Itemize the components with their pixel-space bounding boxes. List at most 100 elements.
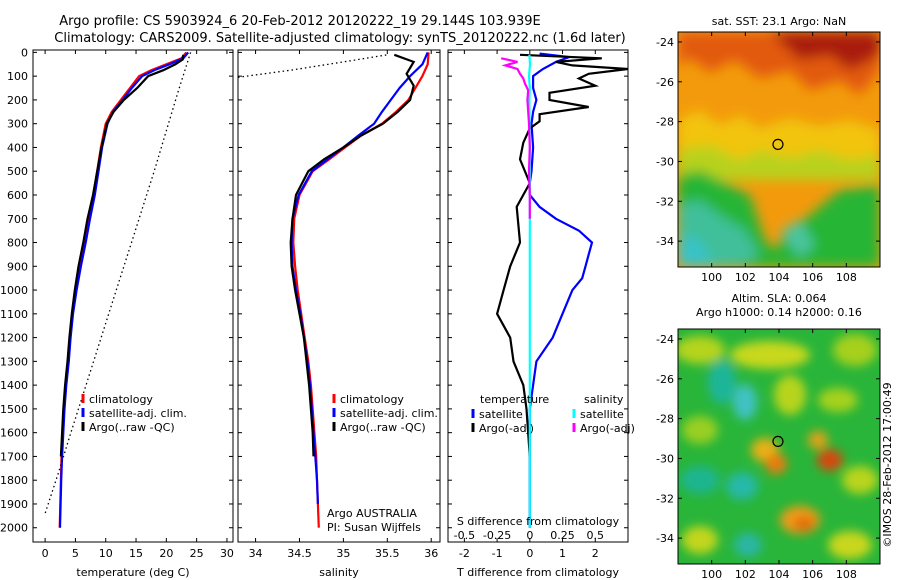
map-lat-tick-label: -34 <box>656 532 674 545</box>
legend-title-salinity: salinity <box>584 393 624 406</box>
s-difference-tick-label: 0 <box>526 529 533 542</box>
depth-tick-label: 200 <box>7 94 28 107</box>
legend-entry-2: Argo(..raw -QC) <box>89 421 175 434</box>
difference-series-s-argo-adj- <box>500 57 531 219</box>
salinity-series-climatology <box>292 52 430 528</box>
salinity-xtick-label: 35 <box>336 547 350 560</box>
map-lon-tick-label: 102 <box>735 271 756 284</box>
map-lon-tick-label: 100 <box>701 271 722 284</box>
map-lon-tick-label: 102 <box>735 568 756 580</box>
map-lat-tick-label: -32 <box>656 195 674 208</box>
difference-profile-panel: -2 -1 0 1 2 T difference from climatology temp… <box>447 49 635 579</box>
depth-tick-label: 100 <box>7 70 28 83</box>
temperature-xlabel: temperature (deg C) <box>76 566 189 579</box>
legend-entry-diff-3: Argo(-adj) <box>580 422 635 435</box>
argo-annotation-line-1: PI: Susan Wijffels <box>327 521 421 534</box>
depth-tick-label: 1700 <box>0 450 28 463</box>
depth-tick-label: 500 <box>7 165 28 178</box>
temperature-xtick-label: 30 <box>220 547 234 560</box>
map-lat-tick-label: -30 <box>656 452 674 465</box>
difference-xtick-label: 0 <box>526 547 533 560</box>
temperature-xtick-label: 15 <box>129 547 143 560</box>
temperature-xtick-label: 10 <box>99 547 113 560</box>
sla-map-subtitle: Argo h1000: 0.14 h2000: 0.16 <box>696 306 862 319</box>
depth-tick-label: 1000 <box>0 284 28 297</box>
depth-tick-label: 800 <box>7 237 28 250</box>
copyright-credit: ©IMOS 28-Feb-2012 17:00:49 <box>881 382 894 547</box>
sst-map-axes: 100 102 104 106 108 -24 -26 -28 -30 -32 -34 <box>656 32 880 284</box>
depth-tick-label: 0 <box>21 46 28 59</box>
s-difference-tick-label: 0.5 <box>587 529 605 542</box>
legend-entry-1: satellite-adj. clim. <box>89 407 187 420</box>
map-lon-tick-label: 108 <box>836 568 857 580</box>
salinity-series-group <box>238 51 430 528</box>
temperature-xtick-label: 20 <box>159 547 173 560</box>
difference-xlabel: T difference from climatology <box>456 566 619 579</box>
depth-tick-label: 1800 <box>0 474 28 487</box>
salinity-xtick-label: 34.5 <box>287 547 312 560</box>
map-lon-tick-label: 106 <box>802 568 823 580</box>
temperature-xtick-label: 25 <box>190 547 204 560</box>
sst-map-image <box>678 32 880 267</box>
salinity-xtick-label: 36 <box>424 547 438 560</box>
legend-title-temperature: temperature <box>480 393 549 406</box>
map-lon-tick-label: 108 <box>836 271 857 284</box>
depth-tick-label: 400 <box>7 141 28 154</box>
salinity-xlabel: salinity <box>319 566 359 579</box>
map-lat-tick-label: -24 <box>656 36 674 49</box>
map-lon-tick-label: 100 <box>701 568 722 580</box>
depth-tick-label: 1500 <box>0 403 28 416</box>
map-lon-tick-label: 104 <box>769 568 790 580</box>
depth-tick-label: 600 <box>7 189 28 202</box>
figure-title-line2: Climatology: CARS2009. Satellite-adjuste… <box>54 31 626 46</box>
salinity-frame <box>237 49 441 543</box>
s-difference-tick-label: -0.5 <box>454 529 475 542</box>
argo-annotation-line-0: Argo AUSTRALIA <box>327 507 417 520</box>
map-lon-tick-label: 106 <box>802 271 823 284</box>
salinity-series-dotted <box>238 54 388 78</box>
depth-tick-label: 1900 <box>0 498 28 511</box>
argo-location-marker-sla <box>772 435 784 448</box>
legend-entry-diff-1: Argo(-adj) <box>479 422 534 435</box>
temperature-frame <box>32 49 234 543</box>
map-lat-tick-label: -28 <box>656 116 674 129</box>
map-lat-tick-label: -26 <box>656 373 674 386</box>
sla-map-title: Altim. SLA: 0.064 <box>731 292 826 305</box>
salinity-xtick-label: 34 <box>249 547 263 560</box>
sla-map-panel: Altim. SLA: 0.064 Argo h1000: 0.14 h2000… <box>656 292 881 580</box>
s-difference-label: S difference from climatology <box>457 515 620 528</box>
salinity-series-argo-raw-qc- <box>289 53 416 457</box>
salinity-profile-panel: 34 34.5 35 35.5 36 salinity climatologysatelli… <box>237 49 441 579</box>
map-lon-tick-label: 104 <box>769 271 790 284</box>
depth-tick-label: 300 <box>7 118 28 131</box>
temperature-series-dotted <box>44 52 192 514</box>
temperature-series-group <box>44 51 192 528</box>
temperature-series-argo-raw-qc- <box>59 54 185 457</box>
legend-entry-diff-0: satellite <box>479 408 523 421</box>
difference-series-group <box>495 52 628 528</box>
temperature-profile-panel: 0100200300400500600700800900100011001200… <box>0 46 234 579</box>
legend-entry-0: climatology <box>89 393 153 406</box>
sla-map-image <box>678 329 880 564</box>
argo-location-marker-sst <box>772 138 784 151</box>
sst-map-panel: sat. SST: 23.1 Argo: NaN 100 102 104 106 108… <box>656 15 881 284</box>
salinity-xtick-label: 35.5 <box>375 547 400 560</box>
difference-series-t-satellite <box>528 52 594 528</box>
temperature-xtick-label: 0 <box>42 547 49 560</box>
difference-xtick-label: -1 <box>492 547 503 560</box>
depth-tick-label: 1200 <box>0 332 28 345</box>
depth-tick-label: 1300 <box>0 355 28 368</box>
map-lat-tick-label: -28 <box>656 413 674 426</box>
depth-tick-label: 900 <box>7 260 28 273</box>
temperature-series-climatology <box>58 51 188 528</box>
difference-xtick-label: 2 <box>592 547 599 560</box>
difference-xtick-label: -2 <box>459 547 470 560</box>
difference-frame <box>447 49 629 543</box>
depth-tick-label: 700 <box>7 213 28 226</box>
map-lat-tick-label: -26 <box>656 76 674 89</box>
map-lat-tick-label: -30 <box>656 155 674 168</box>
depth-tick-label: 1600 <box>0 427 28 440</box>
temperature-xtick-label: 5 <box>72 547 79 560</box>
sla-map-axes: 100 102 104 106 108 -24 -26 -28 -30 -32 -34 <box>656 329 880 580</box>
